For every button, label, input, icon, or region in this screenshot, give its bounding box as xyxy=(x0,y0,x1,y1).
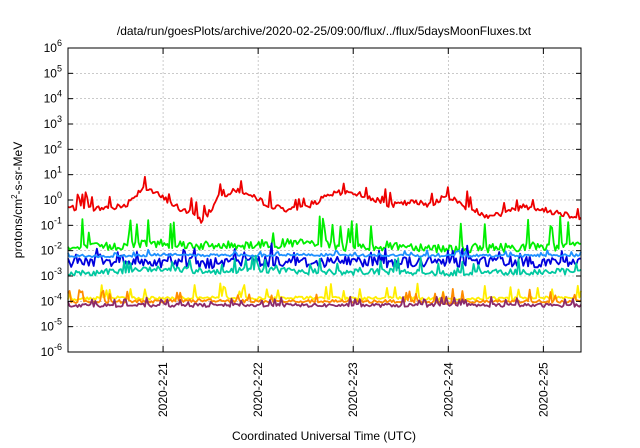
y-tick-label: 10-4 xyxy=(41,291,62,308)
series-line-8 xyxy=(67,295,582,308)
y-tick-label: 106 xyxy=(44,38,62,55)
y-axis-label-rest: -s-sr-MeV xyxy=(11,142,25,195)
series-line-2 xyxy=(67,215,582,254)
x-tick-label: 2020-2-23 xyxy=(346,362,360,417)
series-line-4 xyxy=(67,248,582,259)
series-line-7 xyxy=(67,287,582,305)
y-tick-label: 104 xyxy=(44,89,62,106)
axes: 106 105 104 103 102 101 100 10-1 10-2 10-3 10-4 10-… xyxy=(41,38,581,417)
y-tick-label: 105 xyxy=(44,63,62,80)
x-tick-label: 2020-2-25 xyxy=(536,362,550,417)
series-line-1 xyxy=(67,175,582,224)
series-line-6 xyxy=(67,282,582,302)
y-tick-label: 10-6 xyxy=(41,342,62,359)
series-lines xyxy=(67,175,582,308)
x-tick-label: 2020-2-22 xyxy=(251,362,265,417)
y-tick-label: 103 xyxy=(44,114,62,131)
y-tick-label: 102 xyxy=(44,139,62,156)
x-axis-label: Coordinated Universal Time (UTC) xyxy=(232,429,416,443)
x-tick-label: 2020-2-21 xyxy=(156,362,170,417)
y-axis-label-sup: 2 xyxy=(10,194,19,199)
series-line-5 xyxy=(67,254,582,277)
y-axis-label: protons/cm2-s-sr-MeV xyxy=(10,142,25,258)
y-tick-label: 101 xyxy=(44,165,62,182)
y-tick-label: 10-2 xyxy=(41,241,62,258)
chart-title: /data/run/goesPlots/archive/2020-02-25/0… xyxy=(117,24,532,38)
series-line-3 xyxy=(67,242,582,270)
x-tick-label: 2020-2-24 xyxy=(441,362,455,417)
y-tick-label: 10-3 xyxy=(41,266,62,283)
y-tick-label: 10-1 xyxy=(41,215,62,232)
y-tick-label: 100 xyxy=(44,190,62,207)
y-axis-label-main: protons/cm xyxy=(11,199,25,258)
y-tick-label: 10-5 xyxy=(41,317,62,334)
